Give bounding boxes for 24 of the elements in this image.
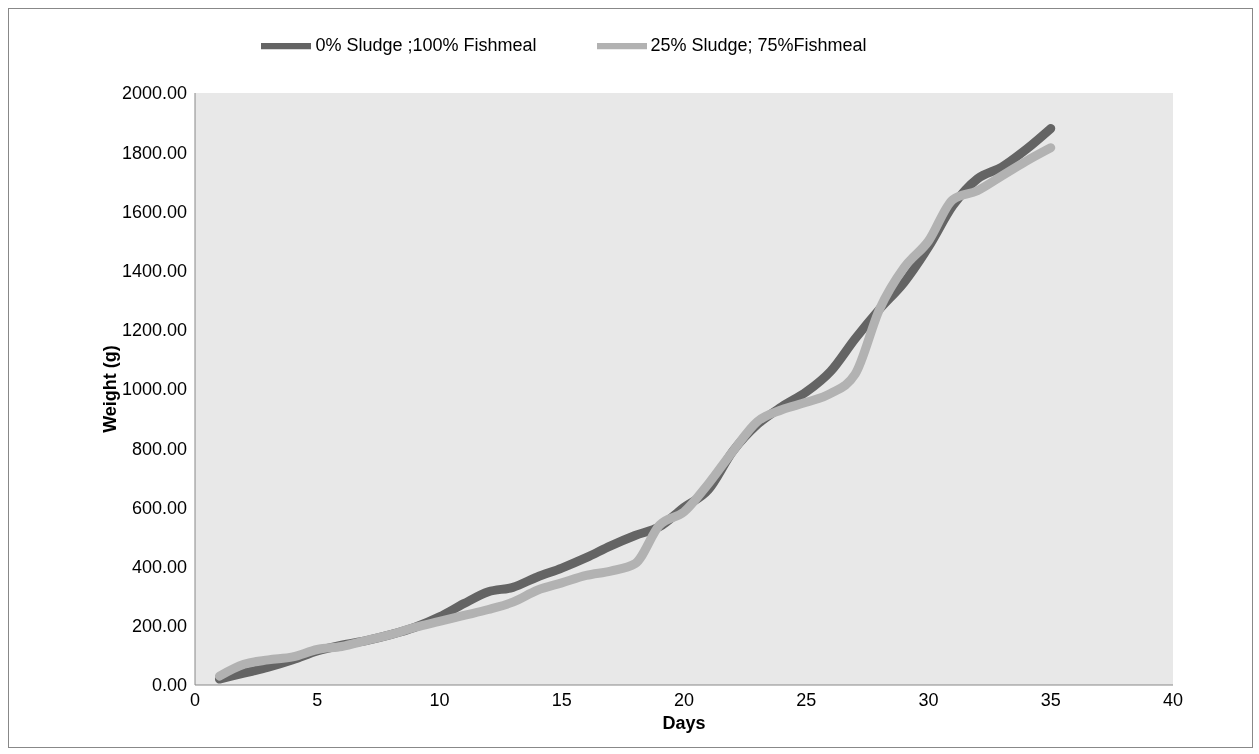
x-tick-label: 15 bbox=[551, 689, 572, 710]
legend-label: 0% Sludge ;100% Fishmeal bbox=[315, 34, 537, 55]
x-tick-label: 40 bbox=[1162, 689, 1184, 710]
x-axis-title: Days bbox=[662, 713, 706, 733]
x-tick-label: 5 bbox=[312, 689, 323, 710]
x-tick-label: 35 bbox=[1040, 689, 1061, 710]
x-tick-label: 30 bbox=[918, 689, 939, 710]
y-tick-label: 600.00 bbox=[131, 497, 187, 518]
y-tick-label: 2000.00 bbox=[121, 83, 187, 104]
x-tick-label: 25 bbox=[796, 689, 817, 710]
y-tick-label: 200.00 bbox=[131, 616, 187, 637]
x-tick-label: 20 bbox=[673, 689, 695, 710]
y-tick-label: 1000.00 bbox=[121, 379, 187, 400]
legend-label: 25% Sludge; 75%Fishmeal bbox=[650, 34, 867, 55]
y-tick-label: 400.00 bbox=[131, 556, 187, 577]
y-tick-label: 800.00 bbox=[131, 438, 187, 459]
x-tick-label: 10 bbox=[429, 689, 450, 710]
x-tick-label: 0 bbox=[189, 689, 201, 710]
y-tick-label: 1400.00 bbox=[121, 260, 187, 281]
y-tick-label: 0.00 bbox=[151, 675, 187, 696]
y-tick-label: 1200.00 bbox=[121, 320, 187, 341]
y-axis-title: Weight (g) bbox=[100, 345, 121, 433]
y-tick-label: 1800.00 bbox=[121, 142, 187, 163]
y-tick-label: 1600.00 bbox=[121, 201, 187, 222]
